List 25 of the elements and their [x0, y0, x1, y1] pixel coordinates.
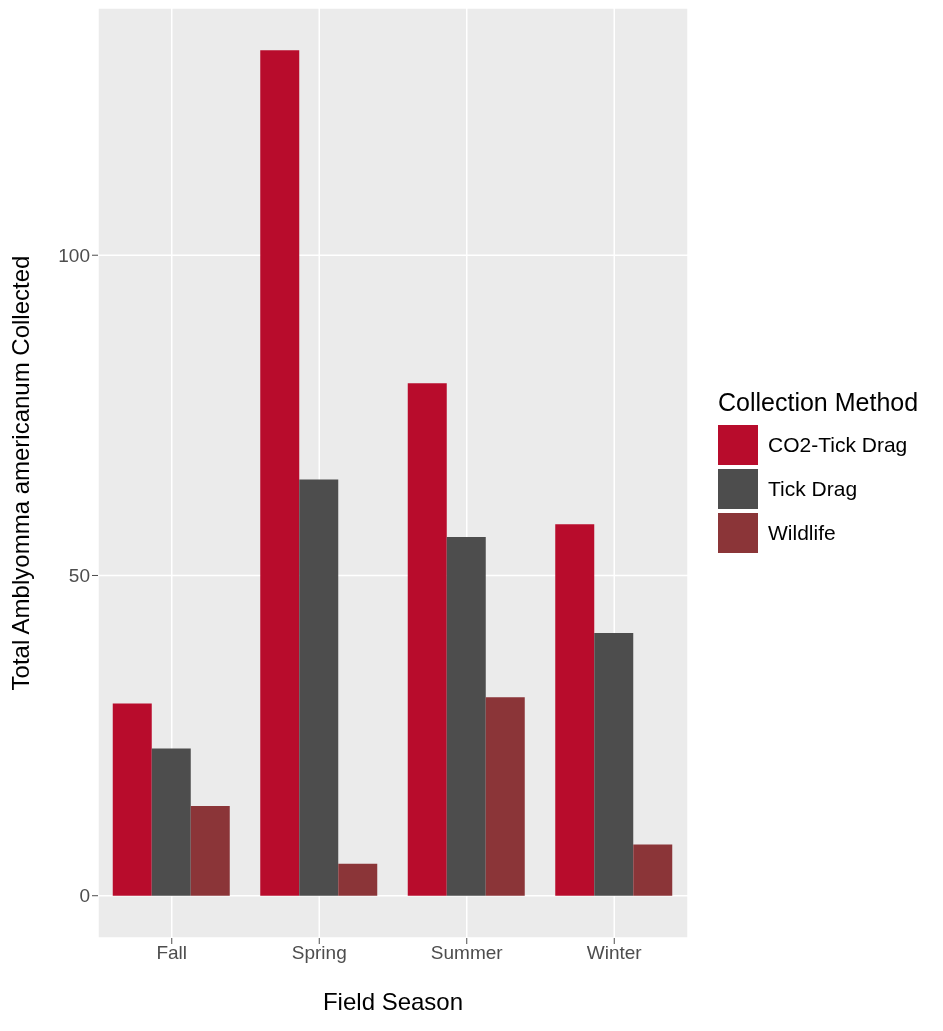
- bar: [190, 806, 230, 896]
- x-tick-label: Winter: [586, 942, 643, 964]
- bar: [112, 703, 152, 896]
- legend-title: Collection Method: [718, 388, 919, 417]
- y-tick-label: 50: [68, 565, 90, 587]
- bar: [555, 524, 595, 896]
- x-tick-label: Summer: [430, 942, 504, 964]
- legend-label: Wildlife: [768, 521, 836, 545]
- bar: [299, 479, 339, 896]
- bar: [151, 748, 191, 896]
- y-tick-label: 100: [58, 244, 90, 266]
- x-axis-title: Field Season: [322, 988, 464, 1015]
- x-tick-label: Fall: [156, 942, 188, 964]
- bar: [446, 537, 486, 896]
- bar: [407, 383, 447, 896]
- bar: [260, 50, 300, 896]
- y-axis-title: Total Amblyomma americanum Collected: [6, 255, 34, 691]
- bar: [594, 633, 634, 896]
- bar: [485, 697, 525, 896]
- bar: [633, 844, 673, 896]
- x-tick-label: Spring: [291, 942, 347, 964]
- legend-label: CO2-Tick Drag: [768, 433, 908, 457]
- legend-label: Tick Drag: [768, 477, 858, 501]
- bar: [338, 863, 378, 896]
- y-tick-label: 0: [79, 885, 90, 907]
